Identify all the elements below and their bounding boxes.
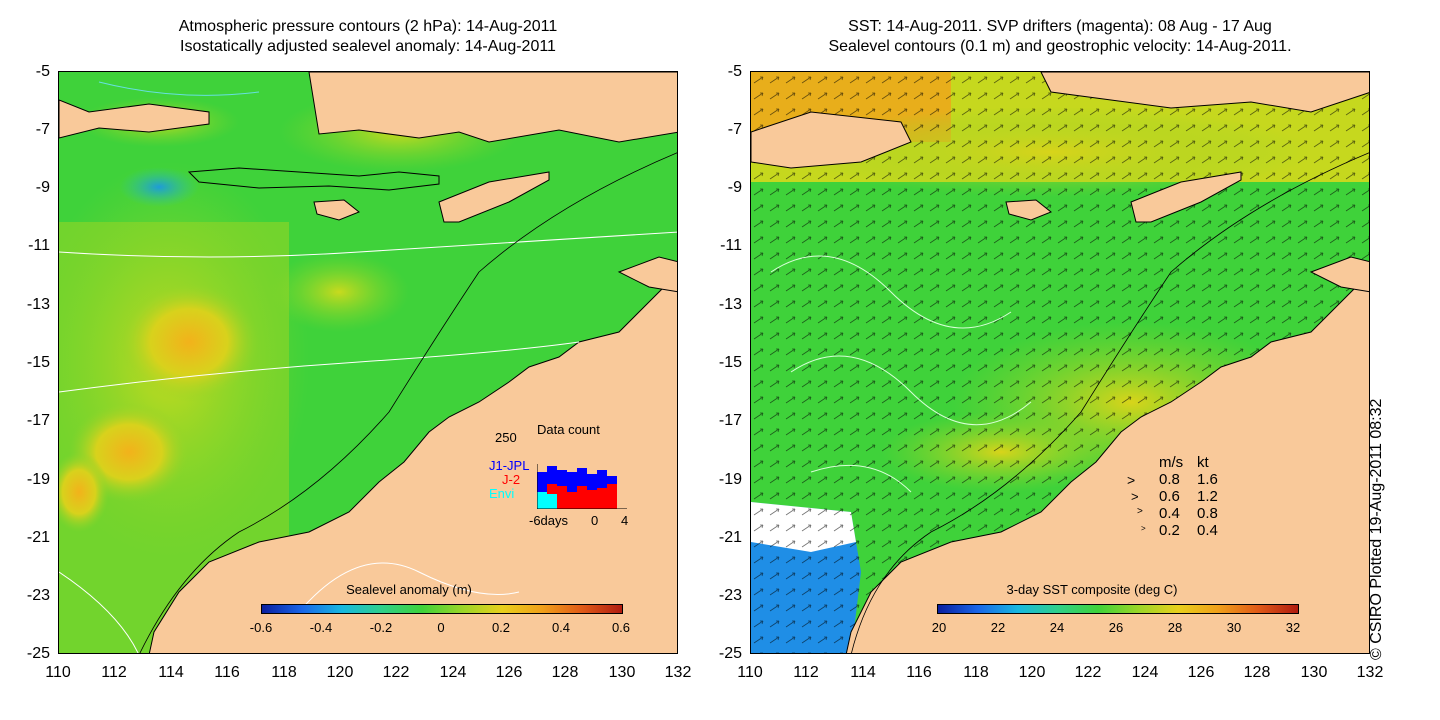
right-x-tick-4: 118 [963, 664, 989, 681]
legend-row-2-kt: 0.8 [1197, 505, 1218, 522]
right-y-tick-10: -25 [718, 645, 742, 662]
left-y-tick-7: -19 [26, 471, 50, 488]
inset-legend-j2: J-2 [502, 472, 521, 487]
right-y-tick-7: -19 [718, 471, 742, 488]
left-y-tick-10: -25 [26, 645, 50, 662]
legend-row-3-ms: 0.2 [1159, 522, 1180, 539]
right-x-tick-10: 130 [1300, 664, 1328, 681]
right-x-tick-6: 122 [1074, 664, 1102, 681]
legend-row-0-kt: 1.6 [1197, 471, 1218, 488]
left-cbar-tick-5: 0.4 [551, 620, 571, 635]
right-cbar-tick-0: 20 [931, 620, 947, 635]
left-x-tick-10: 130 [608, 664, 636, 681]
left-cbar-tick-2: -0.2 [369, 620, 393, 635]
arrow-icon: > [1131, 489, 1139, 504]
legend-row-1-ms: 0.6 [1159, 488, 1180, 505]
right-cbar-tick-3: 26 [1108, 620, 1124, 635]
legend-row-1-kt: 1.2 [1197, 488, 1218, 505]
inset-title: Data count [537, 422, 600, 437]
right-map-title: SST: 14-Aug-2011. SVP drifters (magenta)… [750, 17, 1370, 57]
right-y-tick-2: -9 [727, 179, 742, 196]
left-title-line2: Isostatically adjusted sealevel anomaly:… [180, 38, 556, 55]
right-x-tick-1: 112 [793, 664, 819, 681]
left-y-tick-2: -9 [35, 179, 50, 196]
left-x-tick-2: 114 [158, 664, 184, 681]
right-y-tick-1: -7 [727, 121, 742, 138]
credit-text: © CSIRO Plotted 19-Aug-2011 08:32 [1368, 398, 1385, 660]
right-x-tick-2: 114 [850, 664, 876, 681]
inset-ymax: 250 [495, 430, 517, 445]
right-x-tick-5: 120 [1018, 664, 1046, 681]
left-x-tick-11: 132 [664, 664, 692, 681]
legend-row-3-kt: 0.4 [1197, 522, 1218, 539]
sealevel-map-graphic [59, 72, 677, 653]
left-cbar-tick-0: -0.6 [249, 620, 273, 635]
left-x-tick-1: 112 [101, 664, 127, 681]
data-count-inset: 250 Data count J1-JPL J-2 Envi -6days 0 … [487, 422, 647, 532]
right-x-tick-0: 110 [737, 664, 763, 681]
right-y-tick-9: -23 [718, 587, 742, 604]
sst-map-graphic [751, 72, 1369, 653]
inset-legend-j1: J1-JPL [489, 458, 530, 473]
left-x-tick-7: 124 [439, 664, 467, 681]
left-y-tick-5: -15 [26, 354, 50, 371]
inset-legend-envi: Envi [489, 486, 515, 501]
right-x-tick-7: 124 [1131, 664, 1159, 681]
arrow-icon: > [1141, 524, 1146, 533]
left-cbar-tick-4: 0.2 [491, 620, 511, 635]
right-title-line2: Sealevel contours (0.1 m) and geostrophi… [828, 38, 1292, 55]
left-x-tick-4: 118 [271, 664, 297, 681]
right-y-tick-6: -17 [718, 412, 742, 429]
right-colorbar [937, 604, 1299, 614]
legend-header-kt: kt [1197, 454, 1209, 471]
right-cbar-tick-6: 32 [1285, 620, 1301, 635]
right-y-tick-8: -21 [718, 529, 742, 546]
arrow-icon: > [1127, 472, 1136, 488]
left-y-tick-4: -13 [26, 296, 50, 313]
right-title-line1: SST: 14-Aug-2011. SVP drifters (magenta)… [848, 18, 1272, 35]
right-cbar-tick-1: 22 [990, 620, 1006, 635]
inset-xlabel-left: -6days [529, 513, 569, 528]
right-y-tick-0: -5 [727, 63, 742, 80]
legend-row-2-ms: 0.4 [1159, 505, 1180, 522]
right-x-tick-11: 132 [1356, 664, 1384, 681]
left-cbar-tick-6: 0.6 [611, 620, 631, 635]
left-x-tick-3: 116 [214, 664, 240, 681]
left-x-tick-8: 126 [495, 664, 523, 681]
right-x-tick-8: 126 [1187, 664, 1215, 681]
left-x-tick-0: 110 [45, 664, 71, 681]
right-x-tick-9: 128 [1243, 664, 1271, 681]
right-cbar-tick-5: 30 [1226, 620, 1242, 635]
left-y-tick-3: -11 [28, 237, 50, 254]
sealevel-anomaly-map: 250 Data count J1-JPL J-2 Envi -6days 0 … [58, 71, 678, 654]
left-y-tick-6: -17 [26, 412, 50, 429]
left-y-tick-0: -5 [35, 63, 50, 80]
left-x-tick-9: 128 [551, 664, 579, 681]
right-cbar-tick-2: 24 [1049, 620, 1065, 635]
legend-row-0-ms: 0.8 [1159, 471, 1180, 488]
left-x-tick-5: 120 [326, 664, 354, 681]
right-cbar-tick-4: 28 [1167, 620, 1183, 635]
left-cbar-tick-1: -0.4 [309, 620, 333, 635]
right-y-tick-5: -15 [718, 354, 742, 371]
inset-xlabel-mid: 0 [591, 513, 599, 528]
left-map-title: Atmospheric pressure contours (2 hPa): 1… [58, 17, 678, 57]
right-x-tick-3: 116 [906, 664, 932, 681]
left-colorbar-title: Sealevel anomaly (m) [346, 582, 472, 597]
right-colorbar-title: 3-day SST composite (deg C) [1006, 582, 1178, 597]
left-cbar-tick-3: 0 [437, 620, 445, 635]
left-y-tick-8: -21 [26, 529, 50, 546]
left-colorbar [261, 604, 623, 614]
arrow-icon: > [1137, 506, 1143, 517]
inset-bar-chart [537, 464, 627, 509]
left-y-tick-1: -7 [35, 121, 50, 138]
left-y-tick-9: -23 [26, 587, 50, 604]
left-title-line1: Atmospheric pressure contours (2 hPa): 1… [178, 18, 558, 35]
inset-xlabel-right: 4 [621, 513, 629, 528]
right-y-tick-4: -13 [718, 296, 742, 313]
right-y-tick-3: -11 [720, 237, 742, 254]
legend-header-ms: m/s [1159, 454, 1184, 471]
sst-map: m/s kt > 0.8 1.6 > 0.6 1.2 > 0.4 0.8 > 0… [750, 71, 1370, 654]
left-x-tick-6: 122 [382, 664, 410, 681]
